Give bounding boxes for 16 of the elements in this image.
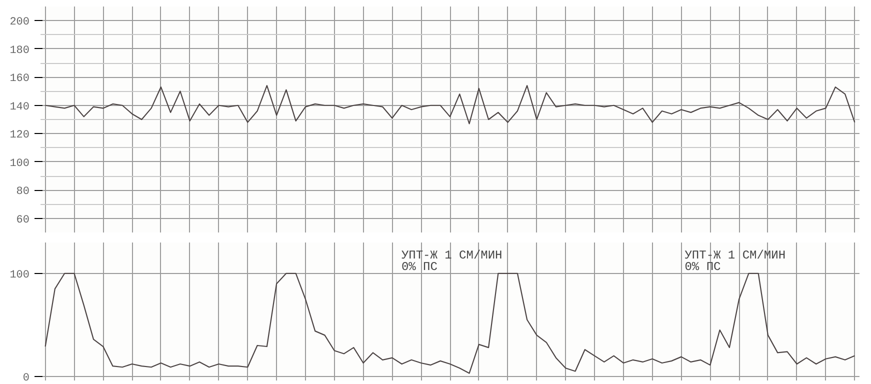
y-tick-label: 200 — [10, 16, 30, 29]
line-series — [44, 272, 856, 374]
annotation: УПТ-Ж 1 СМ/МИН — [401, 248, 502, 263]
annotation: 0% ПС — [684, 260, 721, 274]
y-tick-label: 80 — [16, 186, 30, 198]
y-tick-label: 140 — [10, 101, 30, 114]
y-tick-label: 100 — [10, 158, 30, 170]
y-tick-label: 60 — [16, 214, 30, 226]
line-series — [44, 85, 856, 124]
y-tick-label: 160 — [10, 73, 30, 86]
y-tick-label: 0 — [22, 372, 30, 384]
y-tick-label: 120 — [10, 130, 30, 142]
annotation: УПТ-Ж 1 СМ/МИН — [684, 248, 786, 263]
y-tick-label: 100 — [10, 269, 30, 282]
annotation: 0% ПС — [401, 260, 438, 274]
y-tick-label: 180 — [10, 44, 30, 57]
